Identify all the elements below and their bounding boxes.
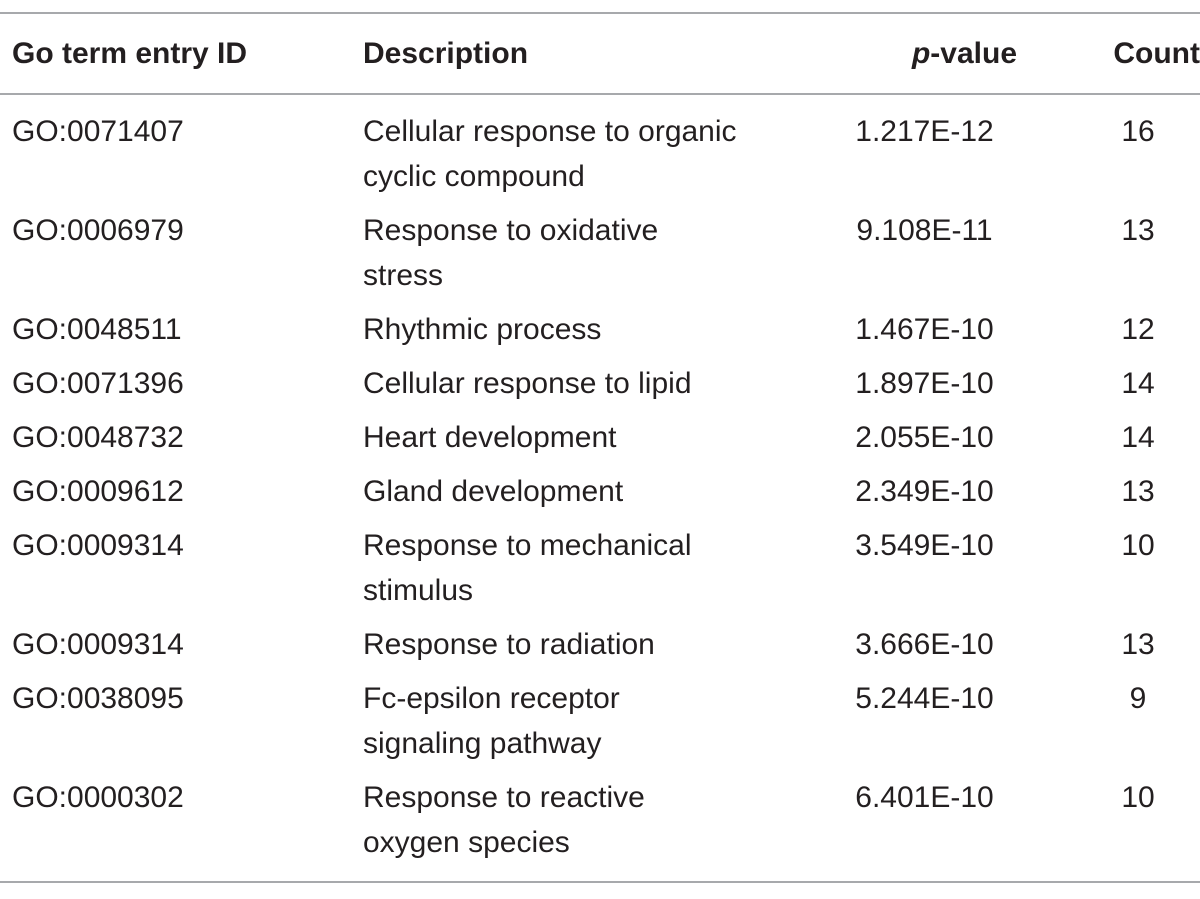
cell-line: cyclic compound — [363, 160, 585, 193]
cell-line: Fc-epsilon receptor — [363, 682, 620, 715]
cell: GO:0038095 — [12, 682, 184, 715]
cell-line: Gland development — [363, 475, 624, 508]
cell: 12 — [1121, 313, 1155, 346]
cell-line: Response to oxidative — [363, 214, 659, 247]
cell: GO:0009314 — [12, 529, 184, 562]
cell: 1.897E-10 — [855, 367, 994, 400]
table-row: GO:0009314 Response to mechanical stimulus… — [0, 518, 1200, 617]
cell: 14 — [1121, 367, 1155, 400]
cell: 16 — [1121, 115, 1155, 148]
header-cell: Count — [1113, 37, 1200, 70]
cell: Response to oxidative stress — [363, 208, 843, 298]
cell: 13 — [1121, 628, 1155, 661]
table-row: GO:0048511 Rhythmic process 1.467E-10 12 — [0, 302, 1200, 356]
cell: Gland development — [363, 469, 843, 514]
cell: GO:0071407 — [12, 115, 184, 148]
table: Go term entry ID Description p-value Count G… — [0, 12, 1200, 883]
header-cell: p-value — [843, 31, 1076, 76]
cell: Response to radiation — [363, 622, 843, 667]
header-text: -value — [930, 37, 1018, 70]
header-cell: Description — [363, 37, 529, 70]
cell: 2.055E-10 — [855, 421, 994, 454]
cell-line: Cellular response to lipid — [363, 367, 692, 400]
cell: 13 — [1121, 214, 1155, 247]
table-row: GO:0071407 Cellular response to organic cy… — [0, 95, 1200, 203]
cell: 13 — [1121, 475, 1155, 508]
header-text: p — [911, 37, 931, 70]
table-row: GO:0038095 Fc-epsilon receptor signaling p… — [0, 671, 1200, 770]
cell: 9.108E-11 — [856, 214, 993, 247]
cell: Response to reactive oxygen species — [363, 775, 843, 865]
cell-line: Response to radiation — [363, 628, 655, 661]
cell: 2.349E-10 — [855, 475, 994, 508]
cell-line: Rhythmic process — [363, 313, 602, 346]
cell: 10 — [1121, 781, 1155, 814]
cell-line: stimulus — [363, 574, 474, 607]
cell: GO:0006979 — [12, 214, 184, 247]
cell: GO:0048732 — [12, 421, 184, 454]
cell-line: oxygen species — [363, 826, 570, 859]
table-row: GO:0009314 Response to radiation 3.666E-10… — [0, 617, 1200, 671]
cell: Heart development — [363, 415, 843, 460]
cell: GO:0009314 — [12, 628, 184, 661]
cell: Cellular response to organic cyclic compo… — [363, 109, 843, 199]
cell: GO:0000302 — [12, 781, 184, 814]
header-row: Go term entry ID Description p-value Count — [0, 14, 1200, 95]
cell-line: stress — [363, 259, 444, 292]
table-row: GO:0006979 Response to oxidative stress 9.1… — [0, 203, 1200, 302]
table-row: GO:0009612 Gland development 2.349E-10 13 — [0, 464, 1200, 518]
cell: GO:0009612 — [12, 475, 184, 508]
cell: 1.217E-12 — [855, 115, 994, 148]
table-row: GO:0071396 Cellular response to lipid 1.89… — [0, 356, 1200, 410]
cell: 9 — [1129, 682, 1147, 715]
cell: 10 — [1121, 529, 1155, 562]
table-row: GO:0048732 Heart development 2.055E-10 14 — [0, 410, 1200, 464]
cell: 3.549E-10 — [855, 529, 994, 562]
cell: 14 — [1121, 421, 1155, 454]
cell-line: Heart development — [363, 421, 617, 454]
cell: GO:0048511 — [12, 313, 182, 346]
cell: 5.244E-10 — [855, 682, 994, 715]
cell-line: Response to mechanical — [363, 529, 692, 562]
cell: Rhythmic process — [363, 307, 843, 352]
cell-line: signaling pathway — [363, 727, 602, 760]
cell: Fc-epsilon receptor signaling pathway — [363, 676, 843, 766]
cell: Cellular response to lipid — [363, 361, 843, 406]
cell: 3.666E-10 — [855, 628, 994, 661]
cell: 1.467E-10 — [855, 313, 994, 346]
cell: GO:0071396 — [12, 367, 184, 400]
cell-line: Cellular response to organic — [363, 115, 737, 148]
cell: 6.401E-10 — [855, 781, 994, 814]
cell-line: Response to reactive — [363, 781, 645, 814]
header-cell: Go term entry ID — [12, 37, 248, 70]
table-row: GO:0000302 Response to reactive oxygen spe… — [0, 770, 1200, 881]
cell: Response to mechanical stimulus — [363, 523, 843, 613]
